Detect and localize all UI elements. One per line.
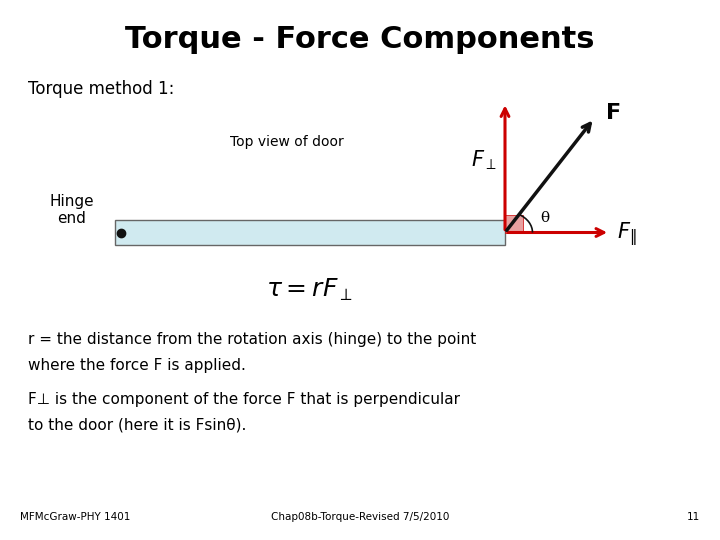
Text: 11: 11: [687, 512, 700, 522]
Text: Torque method 1:: Torque method 1:: [28, 80, 174, 98]
Bar: [505, 214, 523, 233]
Text: F: F: [606, 103, 621, 123]
Text: Hinge
end: Hinge end: [50, 194, 94, 226]
Text: $\tau = rF_\perp$: $\tau = rF_\perp$: [266, 277, 354, 303]
Text: r = the distance from the rotation axis (hinge) to the point: r = the distance from the rotation axis …: [28, 332, 476, 347]
Text: to the door (here it is Fsinθ).: to the door (here it is Fsinθ).: [28, 418, 246, 433]
Bar: [115, 220, 505, 245]
Text: $F_\perp$: $F_\perp$: [471, 148, 497, 172]
Text: Chap08b-Torque-Revised 7/5/2010: Chap08b-Torque-Revised 7/5/2010: [271, 512, 449, 522]
Text: MFMcGraw-PHY 1401: MFMcGraw-PHY 1401: [20, 512, 130, 522]
Text: $F_{\|}$: $F_{\|}$: [617, 221, 636, 248]
Text: where the force F is applied.: where the force F is applied.: [28, 358, 246, 373]
Text: F⊥ is the component of the force F that is perpendicular: F⊥ is the component of the force F that …: [28, 392, 460, 407]
Text: θ: θ: [541, 212, 549, 226]
Text: Torque - Force Components: Torque - Force Components: [125, 25, 595, 54]
Text: Top view of door: Top view of door: [230, 135, 343, 149]
